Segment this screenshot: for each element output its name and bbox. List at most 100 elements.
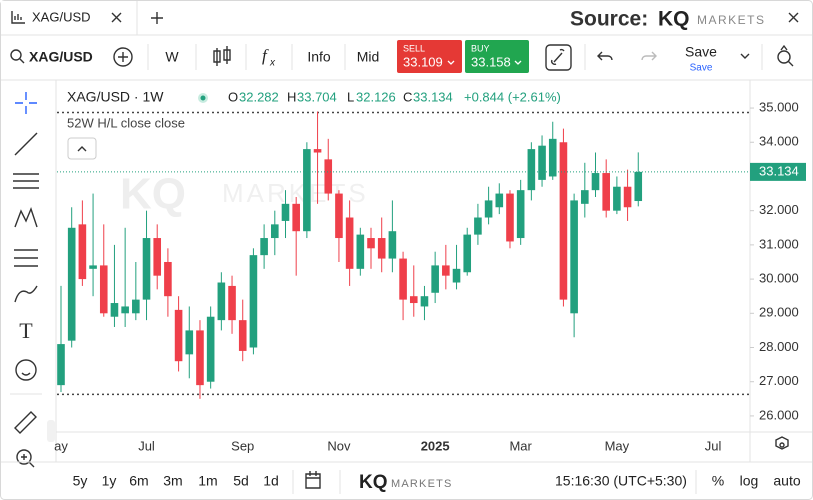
- collapse-handle[interactable]: [47, 420, 55, 442]
- indicators-x: x: [269, 58, 276, 69]
- log-toggle[interactable]: log: [740, 473, 759, 489]
- brush-tool[interactable]: [14, 285, 38, 303]
- interval[interactable]: W: [165, 49, 179, 65]
- candle-body: [409, 296, 418, 304]
- percent-toggle[interactable]: %: [712, 473, 724, 489]
- range-button[interactable]: 6m: [129, 473, 148, 489]
- mid-button[interactable]: Mid: [357, 49, 380, 65]
- window-close[interactable]: [788, 12, 799, 23]
- candle-body: [345, 217, 354, 269]
- add-compare[interactable]: [113, 47, 133, 67]
- high-key: H: [287, 89, 296, 104]
- candle-body: [121, 306, 129, 314]
- y-tick-label: 26.000: [759, 407, 799, 422]
- buy-button[interactable]: [465, 40, 529, 73]
- auto-toggle[interactable]: auto: [773, 473, 800, 489]
- close-key: C: [403, 89, 412, 104]
- bottom-bar: KQ MARKETS 15:16:30 (UTC+5:30) % log aut…: [1, 461, 812, 494]
- range-button[interactable]: 3m: [163, 473, 182, 489]
- range-button[interactable]: 5y: [73, 473, 88, 489]
- candle-body: [442, 265, 450, 276]
- info-button[interactable]: Info: [307, 49, 331, 65]
- candle-body: [634, 171, 643, 202]
- close-value: 33.134: [413, 89, 453, 104]
- legend: XAG/USD · 1W O 32.282 H 33.704 L 32.126 …: [67, 89, 561, 160]
- candle-body: [538, 145, 546, 180]
- active-tab[interactable]: [1, 1, 137, 35]
- pattern-tool[interactable]: [14, 207, 38, 228]
- candle-body: [78, 224, 87, 280]
- trend-line-tool[interactable]: [14, 132, 38, 156]
- undo[interactable]: [597, 51, 613, 61]
- change: +0.844 (+2.61%): [464, 89, 561, 104]
- range-button[interactable]: 1m: [198, 473, 217, 489]
- redo[interactable]: [641, 51, 657, 61]
- legend-title: XAG/USD · 1W: [67, 89, 164, 105]
- x-tick-label: Jul: [138, 438, 155, 453]
- range-button[interactable]: 1y: [102, 473, 117, 489]
- save-menu[interactable]: [740, 53, 750, 59]
- prediction-tool[interactable]: [14, 249, 38, 267]
- symbol[interactable]: XAG/USD: [29, 49, 93, 65]
- emoji-tool[interactable]: [15, 359, 37, 381]
- sell-button[interactable]: [397, 40, 462, 73]
- link-icon: [551, 48, 565, 65]
- tab-close[interactable]: [111, 12, 122, 23]
- candle-body: [324, 159, 333, 194]
- candle-body: [431, 265, 439, 293]
- tab-title: XAG/USD: [32, 9, 91, 24]
- candle-body: [271, 224, 279, 239]
- clock: 15:16:30 (UTC+5:30): [555, 473, 687, 489]
- tab-bar: XAG/USD Source: KQ MARKETS: [1, 1, 812, 36]
- x-tick-label: 2025: [421, 438, 450, 453]
- candle-body: [527, 149, 536, 191]
- high-value: 33.704: [297, 89, 337, 104]
- range-button[interactable]: 1d: [263, 473, 279, 489]
- crosshair-tool[interactable]: [15, 92, 37, 114]
- candle-body: [153, 238, 162, 276]
- x-tick-label: Mar: [509, 438, 532, 453]
- candle-body: [474, 217, 482, 235]
- collapse-caret: [77, 146, 87, 152]
- fib-tool[interactable]: [13, 173, 39, 189]
- watermark-brand: KQ: [120, 170, 186, 219]
- zoom-tool[interactable]: [16, 449, 32, 465]
- candle-body: [110, 303, 119, 317]
- candle-body: [591, 173, 600, 191]
- search-icon: [10, 49, 22, 61]
- goto-date[interactable]: [305, 471, 321, 489]
- chart-type[interactable]: [213, 46, 231, 66]
- save-button[interactable]: Save: [685, 44, 717, 60]
- candle-body: [99, 265, 108, 314]
- ruler-tool[interactable]: [14, 411, 37, 434]
- collapse-legend[interactable]: [67, 137, 97, 160]
- candle-body: [559, 142, 568, 300]
- candle-body: [613, 186, 621, 211]
- new-tab[interactable]: [151, 12, 163, 24]
- x-tick-label: Sep: [231, 438, 254, 453]
- study-label: 52W H/L close close: [67, 115, 185, 130]
- sell-caret: [447, 60, 455, 65]
- candle-body: [67, 227, 76, 341]
- link-button[interactable]: [545, 44, 572, 71]
- indicators[interactable]: f: [262, 46, 269, 65]
- zoom-icon: [21, 454, 35, 468]
- candle-body: [185, 330, 194, 355]
- candle-body: [506, 193, 514, 242]
- sell-label: SELL: [403, 43, 425, 53]
- buy-label: BUY: [471, 43, 490, 53]
- chart: KQ MARKETS 26.000 27.000 28.000 29.000 30.00…: [54, 80, 812, 462]
- add-compare-plus: [118, 52, 128, 62]
- footer-brand: KQ: [359, 472, 388, 493]
- source-brand: KQ: [658, 8, 690, 31]
- toolbar: XAG/USD W f x Info Mid SELL 33.109 BUY 3…: [1, 40, 812, 81]
- search-icon-handle: [19, 58, 25, 64]
- candle-body: [484, 200, 493, 218]
- candle-body: [196, 330, 204, 386]
- screenshot-lens[interactable]: [777, 50, 791, 64]
- candle-body: [206, 316, 215, 382]
- axis-settings[interactable]: [775, 436, 789, 450]
- range-button[interactable]: 5d: [233, 473, 249, 489]
- text-tool[interactable]: T: [19, 318, 33, 343]
